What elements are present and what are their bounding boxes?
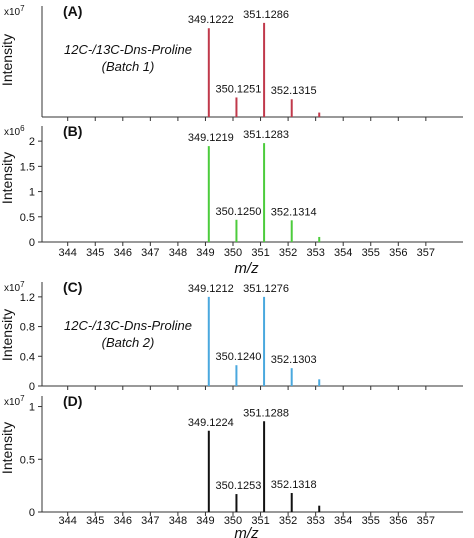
x-tick-label: 348 <box>169 515 187 527</box>
peak-label: 352.1318 <box>271 479 317 491</box>
peak-label: 352.1314 <box>271 206 317 218</box>
peak-label: 349.1212 <box>188 283 234 295</box>
peak-label: 351.1288 <box>243 407 289 419</box>
x-tick-label: 352 <box>279 515 297 527</box>
x-tick-label: 355 <box>362 247 380 259</box>
x-tick-label: 352 <box>279 247 297 259</box>
y-tick-label: 0.8 <box>20 322 35 334</box>
compound-annotation: 12C-/13C-Dns-Proline <box>64 42 192 57</box>
y-tick-label: 1.5 <box>20 161 35 173</box>
peak-label: 350.1251 <box>216 83 262 95</box>
panel-label: (C) <box>63 279 82 295</box>
spectrum-panel-d: 0 0.5 1 344 345 346 347 348 349 350 351 352 353 354 35… <box>0 393 463 538</box>
x-tick-label: 345 <box>86 247 104 259</box>
peak-label: 350.1250 <box>215 206 261 218</box>
x-tick-label: 344 <box>59 515 77 527</box>
y-tick-label: 1 <box>29 187 35 199</box>
y-multiplier-base: x10 <box>4 127 21 138</box>
y-multiplier-base: x10 <box>4 283 21 294</box>
panel-label: (A) <box>63 3 82 19</box>
y-tick-label: 0 <box>29 237 35 249</box>
x-tick-label: 348 <box>169 247 187 259</box>
y-multiplier-base: x10 <box>4 7 21 18</box>
y-multiplier: x107 <box>4 280 25 294</box>
y-tick-label: 0 <box>29 381 35 393</box>
peak-label: 349.1219 <box>188 132 234 144</box>
x-tick-label: 354 <box>334 247 352 259</box>
peak-label: 352.1315 <box>271 85 317 97</box>
y-multiplier-exponent: 7 <box>20 280 25 289</box>
peak-label: 351.1283 <box>243 129 289 141</box>
y-multiplier-exponent: 7 <box>20 4 25 13</box>
y-axis-label: Intensity <box>0 309 15 361</box>
y-tick-label: 0.4 <box>20 351 35 363</box>
y-multiplier-exponent: 7 <box>20 394 25 403</box>
peak-label: 352.1303 <box>271 354 317 366</box>
peak-label: 349.1222 <box>188 14 234 26</box>
y-axis-label: Intensity <box>0 34 15 86</box>
panel-label: (B) <box>63 123 82 139</box>
y-tick-label: 0 <box>29 507 35 519</box>
y-axis-label: Intensity <box>0 422 15 474</box>
x-tick-label: 353 <box>306 515 324 527</box>
x-tick-label: 350 <box>224 247 242 259</box>
x-tick-label: 357 <box>417 515 435 527</box>
x-tick-label: 351 <box>251 247 269 259</box>
spectrum-panel-c: 0 0.4 0.8 1.2 Intensity x107 (C) 12C-/13C-Dns-P… <box>0 279 463 393</box>
x-tick-label: 344 <box>59 247 77 259</box>
x-tick-label: 345 <box>86 515 104 527</box>
x-tick-label: 356 <box>389 515 407 527</box>
peak-label: 351.1276 <box>243 283 289 295</box>
y-multiplier: x107 <box>4 394 25 408</box>
x-tick-label: 356 <box>389 247 407 259</box>
peak-label: 349.1224 <box>188 417 234 429</box>
x-tick-label: 346 <box>114 515 132 527</box>
y-axis-label: Intensity <box>0 152 15 204</box>
y-tick-label: 1.2 <box>20 292 35 304</box>
x-axis-label: m/z <box>234 260 259 277</box>
y-multiplier: x106 <box>4 124 25 138</box>
panel-label: (D) <box>63 393 82 409</box>
x-tick-label: 347 <box>141 247 159 259</box>
y-multiplier-base: x10 <box>4 397 21 408</box>
spectrum-panel-a: Intensity x107 (A) 12C-/13C-Dns-Proline (Bat… <box>0 3 463 121</box>
x-tick-label: 354 <box>334 515 352 527</box>
y-tick-label: 0.5 <box>20 454 35 466</box>
x-tick-label: 349 <box>196 247 214 259</box>
peak-label: 350.1253 <box>216 480 262 492</box>
x-tick-label: 355 <box>362 515 380 527</box>
x-tick-label: 351 <box>251 515 269 527</box>
x-tick-label: 346 <box>114 247 132 259</box>
batch-annotation: (Batch 1) <box>102 59 155 74</box>
batch-annotation: (Batch 2) <box>102 335 155 350</box>
peak-label: 350.1240 <box>215 351 261 363</box>
x-tick-label: 353 <box>306 247 324 259</box>
x-tick-label: 347 <box>141 515 159 527</box>
y-multiplier-exponent: 6 <box>20 124 25 133</box>
y-tick-label: 1 <box>29 402 35 414</box>
x-tick-label: 357 <box>417 247 435 259</box>
compound-annotation: 12C-/13C-Dns-Proline <box>64 318 192 333</box>
x-axis-label: m/z <box>234 525 259 538</box>
x-tick-label: 350 <box>224 515 242 527</box>
y-multiplier: x107 <box>4 4 25 18</box>
y-tick-label: 2 <box>29 136 35 148</box>
x-tick-label: 349 <box>196 515 214 527</box>
y-tick-label: 0.5 <box>20 212 35 224</box>
spectrum-panel-b: 0 0.5 1 1.5 2 344 345 346 347 348 349 350 351 352 353 3… <box>0 123 463 277</box>
peak-label: 351.1286 <box>243 9 289 21</box>
